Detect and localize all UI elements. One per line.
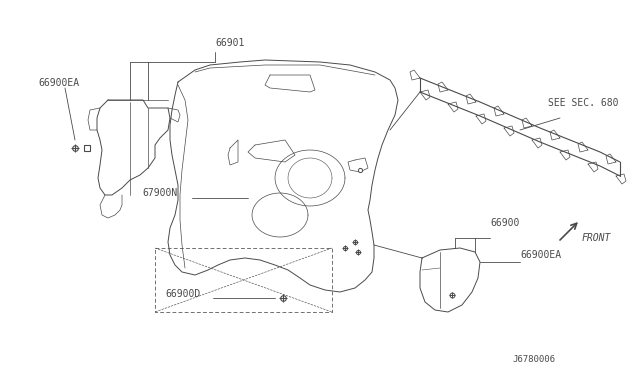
Text: 66900EA: 66900EA [38, 78, 79, 88]
Text: 67900N: 67900N [142, 188, 177, 198]
Text: J6780006: J6780006 [512, 355, 555, 364]
Text: SEE SEC. 680: SEE SEC. 680 [548, 98, 618, 108]
Text: FRONT: FRONT [582, 233, 611, 243]
Text: 66900EA: 66900EA [520, 250, 561, 260]
Text: 66900: 66900 [490, 218, 520, 228]
Text: 66900D: 66900D [165, 289, 200, 299]
Text: 66901: 66901 [215, 38, 244, 48]
